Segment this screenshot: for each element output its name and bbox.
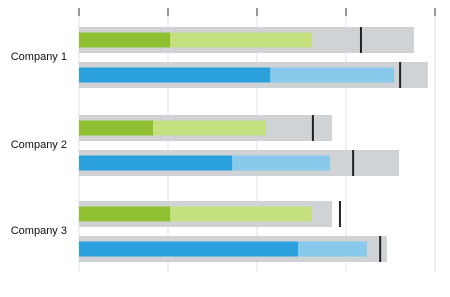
category-label: Company 2 — [11, 139, 67, 151]
value-bar — [79, 241, 298, 257]
value-bar — [79, 120, 154, 136]
category-label: Company 3 — [11, 225, 67, 237]
value-bar — [79, 32, 171, 48]
value-bar — [79, 206, 171, 222]
value-bar — [79, 67, 271, 83]
value-bar — [79, 155, 233, 171]
category-label: Company 1 — [11, 51, 67, 63]
